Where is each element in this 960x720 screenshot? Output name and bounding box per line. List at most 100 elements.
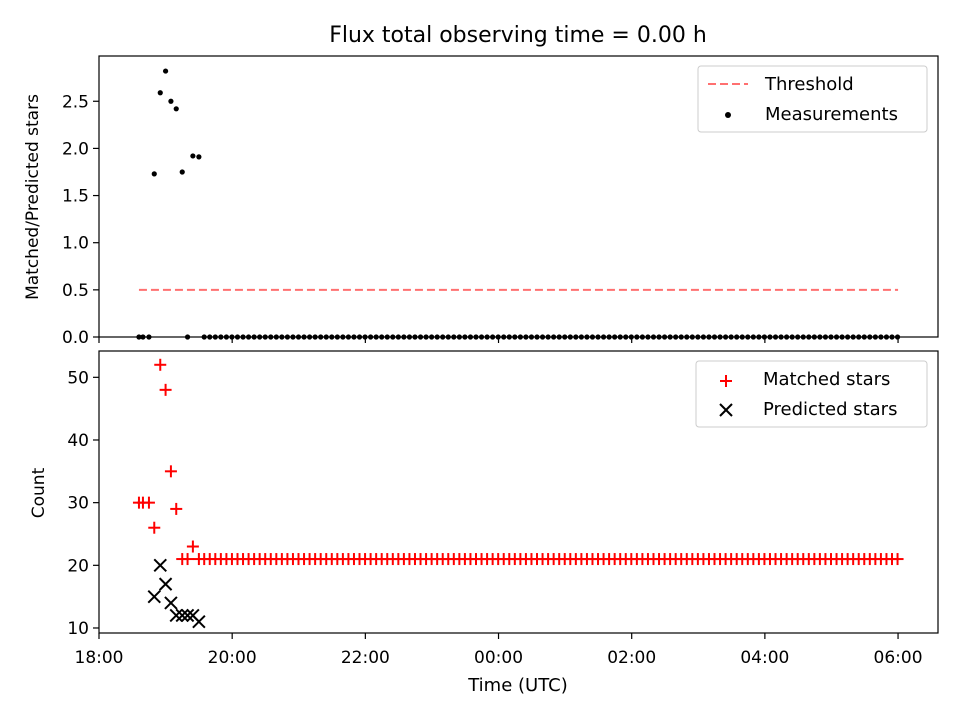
measurement-point — [578, 334, 584, 340]
measurement-point — [695, 334, 701, 340]
measurement-point — [190, 153, 196, 159]
bottom-legend-box — [695, 360, 928, 428]
measurement-point — [684, 334, 690, 340]
bottom-y-tick-label: 50 — [67, 368, 89, 388]
measurement-point — [678, 334, 684, 340]
measurement-point — [545, 334, 551, 340]
figure-title: Flux total observing time = 0.00 h — [329, 23, 707, 48]
measurement-point — [262, 334, 268, 340]
predicted-star-point — [192, 615, 206, 629]
x-tick-label: 18:00 — [75, 648, 124, 668]
measurement-point — [356, 334, 363, 340]
predicted-star-point — [169, 608, 183, 623]
measurement-point — [595, 334, 601, 340]
matched-star-point — [170, 502, 183, 515]
measurement-point — [839, 334, 845, 340]
measurement-point — [883, 334, 890, 340]
measurement-point — [506, 334, 512, 340]
x-tick-label: 02:00 — [607, 648, 656, 668]
measurement-point — [373, 334, 379, 340]
measurement-point — [761, 334, 768, 340]
measurement-point — [634, 334, 640, 340]
measurement-point — [268, 334, 274, 340]
measurement-point — [833, 334, 840, 340]
measurement-point — [218, 334, 224, 340]
measurement-point — [667, 334, 673, 340]
x-tick-label: 22:00 — [341, 648, 390, 668]
measurement-point — [534, 334, 540, 340]
measurement-point — [384, 334, 390, 340]
x-tick-label: 00:00 — [474, 648, 523, 668]
measurement-point — [845, 334, 851, 340]
measurement-point — [345, 334, 352, 340]
matched-star-point — [891, 553, 904, 566]
measurement-point — [245, 334, 252, 340]
predicted-star-point — [175, 608, 189, 623]
measurement-point — [401, 334, 407, 340]
measurement-point — [778, 334, 784, 340]
measurement-point — [495, 334, 501, 340]
measurement-point — [551, 334, 557, 340]
measurement-point — [512, 334, 518, 340]
measurement-point — [290, 334, 296, 340]
measurement-point — [606, 334, 612, 340]
top-y-tick-label: 1.5 — [62, 187, 89, 207]
measurement-point — [661, 334, 668, 340]
measurement-point — [467, 334, 474, 340]
measurement-point — [628, 334, 634, 340]
measurement-point — [706, 334, 712, 340]
measurement-point — [589, 334, 596, 340]
bottom-panel: 10 20 30 40 50 18:00 20:00 22:00 00:00 02:00 04:0… — [29, 350, 939, 696]
measurement-point — [318, 334, 324, 340]
measurement-point — [650, 334, 657, 340]
matched-star-point — [142, 496, 155, 509]
measurement-point — [168, 98, 174, 104]
measurement-point — [861, 334, 867, 340]
predicted-star-point — [180, 608, 195, 623]
predicted-star-point — [158, 577, 173, 591]
measurement-point — [284, 334, 291, 340]
top-legend-box — [697, 65, 928, 133]
measurement-point — [822, 334, 829, 340]
measurement-point — [312, 334, 318, 340]
measurement-point — [136, 334, 142, 340]
legend-threshold-label: Threshold — [764, 74, 854, 95]
measurement-point — [473, 334, 479, 340]
measurement-point — [434, 334, 440, 340]
measurement-point — [600, 334, 607, 340]
measurement-point — [240, 334, 246, 340]
measurement-point — [301, 334, 307, 340]
measurement-point — [456, 334, 462, 340]
measurement-point — [700, 334, 707, 340]
measurement-point — [478, 334, 485, 340]
measurement-point — [711, 334, 718, 340]
x-tick-label: 20:00 — [208, 648, 257, 668]
top-y-tick-label: 0.5 — [62, 281, 89, 301]
bottom-y-tick-label: 20 — [67, 556, 89, 576]
measurement-point — [279, 334, 285, 340]
measurement-point — [817, 334, 823, 340]
measurement-point — [462, 334, 468, 340]
bottom-x-ticks: 18:00 20:00 22:00 00:00 02:00 04:00 06:00 — [75, 633, 923, 668]
measurement-point — [323, 334, 329, 340]
measurement-point — [623, 334, 629, 340]
measurement-point — [184, 334, 191, 340]
predicted-star-point — [153, 558, 167, 573]
measurement-point — [639, 334, 645, 340]
measurement-point — [811, 334, 817, 340]
measurement-point — [207, 334, 213, 340]
measurement-point — [717, 334, 723, 340]
measurement-point — [734, 334, 740, 340]
top-y-tick-label: 0.0 — [62, 328, 89, 348]
measurement-point — [257, 334, 263, 340]
measurement-point — [412, 334, 418, 340]
measurement-point — [329, 334, 335, 340]
measurement-point — [517, 334, 523, 340]
measurement-point — [795, 334, 801, 340]
bottom-y-tick-label: 30 — [67, 494, 89, 514]
matched-star-point — [181, 553, 194, 566]
measurement-point — [750, 334, 756, 340]
measurement-point — [656, 334, 662, 340]
legend-measurements-swatch — [725, 112, 731, 118]
measurement-point — [390, 334, 396, 340]
